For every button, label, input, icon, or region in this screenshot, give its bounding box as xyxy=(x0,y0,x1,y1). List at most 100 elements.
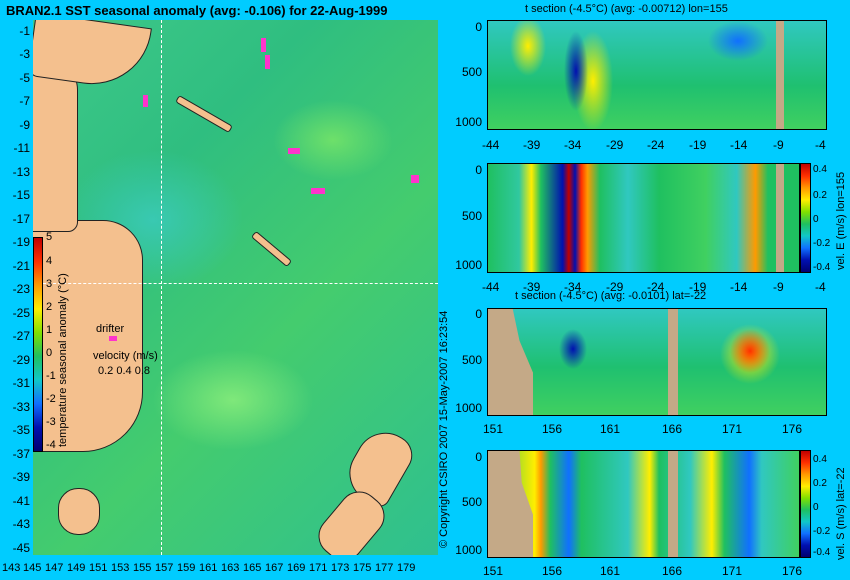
new-caledonia xyxy=(250,230,293,268)
panel-title: t section (-4.5°C) (avg: -0.0101) lat=-2… xyxy=(515,290,707,302)
vel-s-cb-tick: -0.4 xyxy=(813,547,831,558)
x-tick: -44 xyxy=(482,280,500,294)
colorbar-tick: 0 xyxy=(46,347,53,359)
lat-tick: -43 xyxy=(12,517,30,531)
vel-e-lon-panel xyxy=(487,163,800,273)
x-tick: -29 xyxy=(606,138,624,152)
lat-tick: -29 xyxy=(12,353,30,367)
x-tick: 161 xyxy=(600,422,621,436)
lon-tick: 173 xyxy=(331,562,350,574)
lat-tick: -3 xyxy=(19,47,30,61)
lat-tick: -45 xyxy=(12,541,30,555)
t-section-lat-panel xyxy=(487,308,827,416)
drifter-label: drifter xyxy=(96,323,125,335)
vel-e-cb-tick: -0.2 xyxy=(813,238,831,249)
x-tick: -39 xyxy=(523,280,541,294)
depth-tick: 1000 xyxy=(455,401,482,415)
tasmania-landmass xyxy=(58,488,100,535)
lat-tick: -25 xyxy=(12,306,30,320)
vel-s-lat-panel xyxy=(487,450,800,558)
x-tick: -9 xyxy=(773,138,784,152)
map-colorbar xyxy=(33,237,43,452)
vel-e-cb-tick: 0.2 xyxy=(813,190,827,201)
vel-s-cb-tick: 0 xyxy=(813,502,819,513)
velocity-values: 0.2 0.4 0.8 xyxy=(98,365,150,377)
lat-tick: -31 xyxy=(12,376,30,390)
depth-tick: 0 xyxy=(475,307,482,321)
lat-tick: -23 xyxy=(12,282,30,296)
vel-e-cb-tick: -0.4 xyxy=(813,262,831,273)
lat-tick: -1 xyxy=(19,24,30,38)
lon-tick: 163 xyxy=(221,562,240,574)
drifter-marker xyxy=(143,95,148,107)
colorbar-tick: 2 xyxy=(46,301,53,313)
vel-s-side-label: vel. S (m/s) lat=-22 xyxy=(835,467,847,560)
lat-tick: -9 xyxy=(19,118,30,132)
colorbar-tick: -1 xyxy=(46,370,56,382)
vel-e-colorbar xyxy=(800,163,811,273)
lon-tick: 169 xyxy=(287,562,306,574)
x-tick: -9 xyxy=(773,280,784,294)
lat-tick: -27 xyxy=(12,329,30,343)
colorbar-tick: -3 xyxy=(46,416,56,428)
x-tick: 176 xyxy=(782,422,803,436)
lon-tick: 157 xyxy=(155,562,174,574)
colorbar-tick: -4 xyxy=(46,439,56,451)
x-tick: -19 xyxy=(689,280,707,294)
panel-x-axis: -44 -39 -34 -29 -24 -19 -14 -9 -4 xyxy=(480,280,840,294)
solomon-islands xyxy=(175,95,233,133)
x-tick: 171 xyxy=(722,564,743,578)
depth-tick: 1000 xyxy=(455,115,482,129)
lon-section-line xyxy=(161,20,162,555)
vel-s-cb-tick: 0.4 xyxy=(813,454,827,465)
cape-york-landmass xyxy=(33,60,78,232)
x-tick: -34 xyxy=(564,138,582,152)
sst-anomaly-map: drifter velocity (m/s) 0.2 0.4 0.8 xyxy=(33,20,438,555)
vel-e-cb-tick: 0 xyxy=(813,214,819,225)
x-tick: -19 xyxy=(689,138,707,152)
drifter-marker xyxy=(261,38,266,52)
panel-title: t section (-4.5°C) (avg: -0.00712) lon=1… xyxy=(525,3,728,15)
lon-tick: 161 xyxy=(199,562,218,574)
depth-tick: 0 xyxy=(475,450,482,464)
x-tick: -4 xyxy=(815,280,826,294)
lat-tick: -7 xyxy=(19,94,30,108)
x-tick: 156 xyxy=(542,564,563,578)
vel-e-side-label: vel. E (m/s) lon=155 xyxy=(835,171,847,270)
lon-tick: 151 xyxy=(89,562,108,574)
lon-tick: 179 xyxy=(397,562,416,574)
lat-tick: -33 xyxy=(12,400,30,414)
colorbar-tick: 1 xyxy=(46,324,53,336)
lat-tick: -21 xyxy=(12,259,30,273)
x-tick: -14 xyxy=(730,280,748,294)
lon-tick: 167 xyxy=(265,562,284,574)
x-tick: -14 xyxy=(730,138,748,152)
x-tick: 151 xyxy=(483,422,504,436)
australia-landmass xyxy=(33,220,143,452)
depth-tick: 500 xyxy=(461,65,482,79)
copyright-credit: © Copyright CSIRO 2007 15-May-2007 16:23… xyxy=(438,310,450,548)
t-section-lon-panel xyxy=(487,20,827,130)
lon-tick: 153 xyxy=(111,562,130,574)
vel-s-cb-tick: -0.2 xyxy=(813,526,831,537)
x-tick: 156 xyxy=(542,422,563,436)
x-tick: 166 xyxy=(662,564,683,578)
lat-tick: -41 xyxy=(12,494,30,508)
lon-tick: 143 xyxy=(2,562,21,574)
drifter-marker xyxy=(265,55,270,69)
lon-axis: 143 145 147 149 151 153 155 157 159 161 … xyxy=(0,562,440,578)
lon-tick: 147 xyxy=(45,562,64,574)
lat-tick: -5 xyxy=(19,71,30,85)
depth-tick: 500 xyxy=(461,209,482,223)
lon-tick: 145 xyxy=(23,562,42,574)
colorbar-tick: 4 xyxy=(46,255,53,267)
x-tick: -24 xyxy=(647,280,665,294)
x-tick: 171 xyxy=(722,422,743,436)
lat-tick: -11 xyxy=(13,141,30,155)
depth-tick: 1000 xyxy=(455,543,482,557)
lon-tick: 165 xyxy=(243,562,262,574)
depth-tick: 500 xyxy=(461,353,482,367)
lat-tick: -39 xyxy=(12,470,30,484)
drifter-marker xyxy=(311,188,325,194)
x-tick: 161 xyxy=(600,564,621,578)
